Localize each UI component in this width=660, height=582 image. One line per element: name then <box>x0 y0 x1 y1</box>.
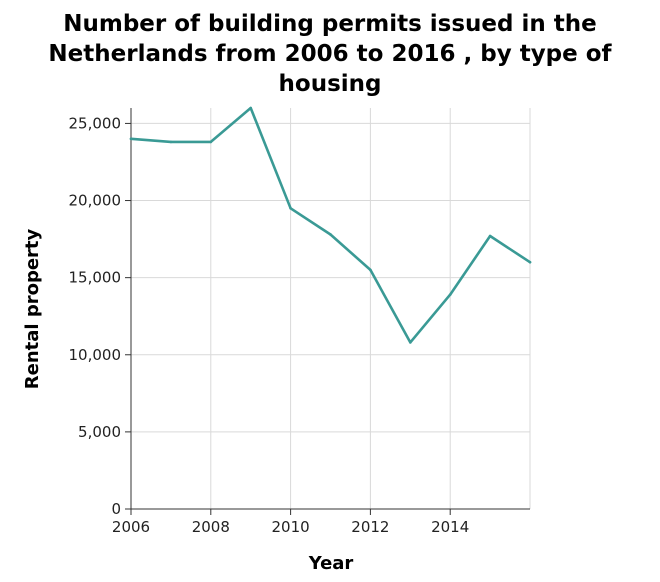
y-tick-label-3: 15,000 <box>69 269 122 287</box>
chart-title: Number of building permits issued in the… <box>48 11 612 97</box>
tick-labels: 0 5,000 10,000 15,000 20,000 25,000 2006 2008 20… <box>69 114 470 536</box>
data-point-2006 <box>129 137 133 141</box>
chart-title-line-2: Netherlands from 2006 to 2016 , by type … <box>48 41 612 67</box>
series-layer <box>129 106 532 344</box>
y-axis-label: Rental property <box>22 228 43 389</box>
series-line-0 <box>129 106 532 344</box>
data-point-2010 <box>289 206 292 210</box>
y-tick-label-4: 20,000 <box>69 192 122 210</box>
x-tick-label-0: 2006 <box>112 518 150 536</box>
data-point-2016 <box>528 260 532 264</box>
chart-title-line-3: housing <box>279 71 382 97</box>
chart-title-line-1: Number of building permits issued in the <box>63 11 597 37</box>
x-tick-label-2: 2010 <box>272 518 310 536</box>
y-tick-label-5: 25,000 <box>69 114 122 132</box>
x-axis-label: Year <box>308 553 354 574</box>
data-point-2011 <box>329 233 332 236</box>
gridlines <box>130 108 531 510</box>
data-point-2008 <box>209 140 213 144</box>
data-point-2014 <box>448 293 452 296</box>
y-tick-label-0: 0 <box>111 500 121 518</box>
y-tick-label-1: 5,000 <box>78 423 121 441</box>
y-tick-label-2: 10,000 <box>69 346 122 364</box>
x-tick-label-4: 2014 <box>431 518 469 536</box>
x-tick-label-3: 2012 <box>351 518 389 536</box>
data-point-2009 <box>249 106 252 110</box>
axes <box>125 108 530 515</box>
data-point-2013 <box>409 341 412 344</box>
x-tick-label-1: 2008 <box>192 518 230 536</box>
data-point-2012 <box>369 268 372 272</box>
data-point-2007 <box>169 140 173 144</box>
data-point-2015 <box>488 234 492 238</box>
